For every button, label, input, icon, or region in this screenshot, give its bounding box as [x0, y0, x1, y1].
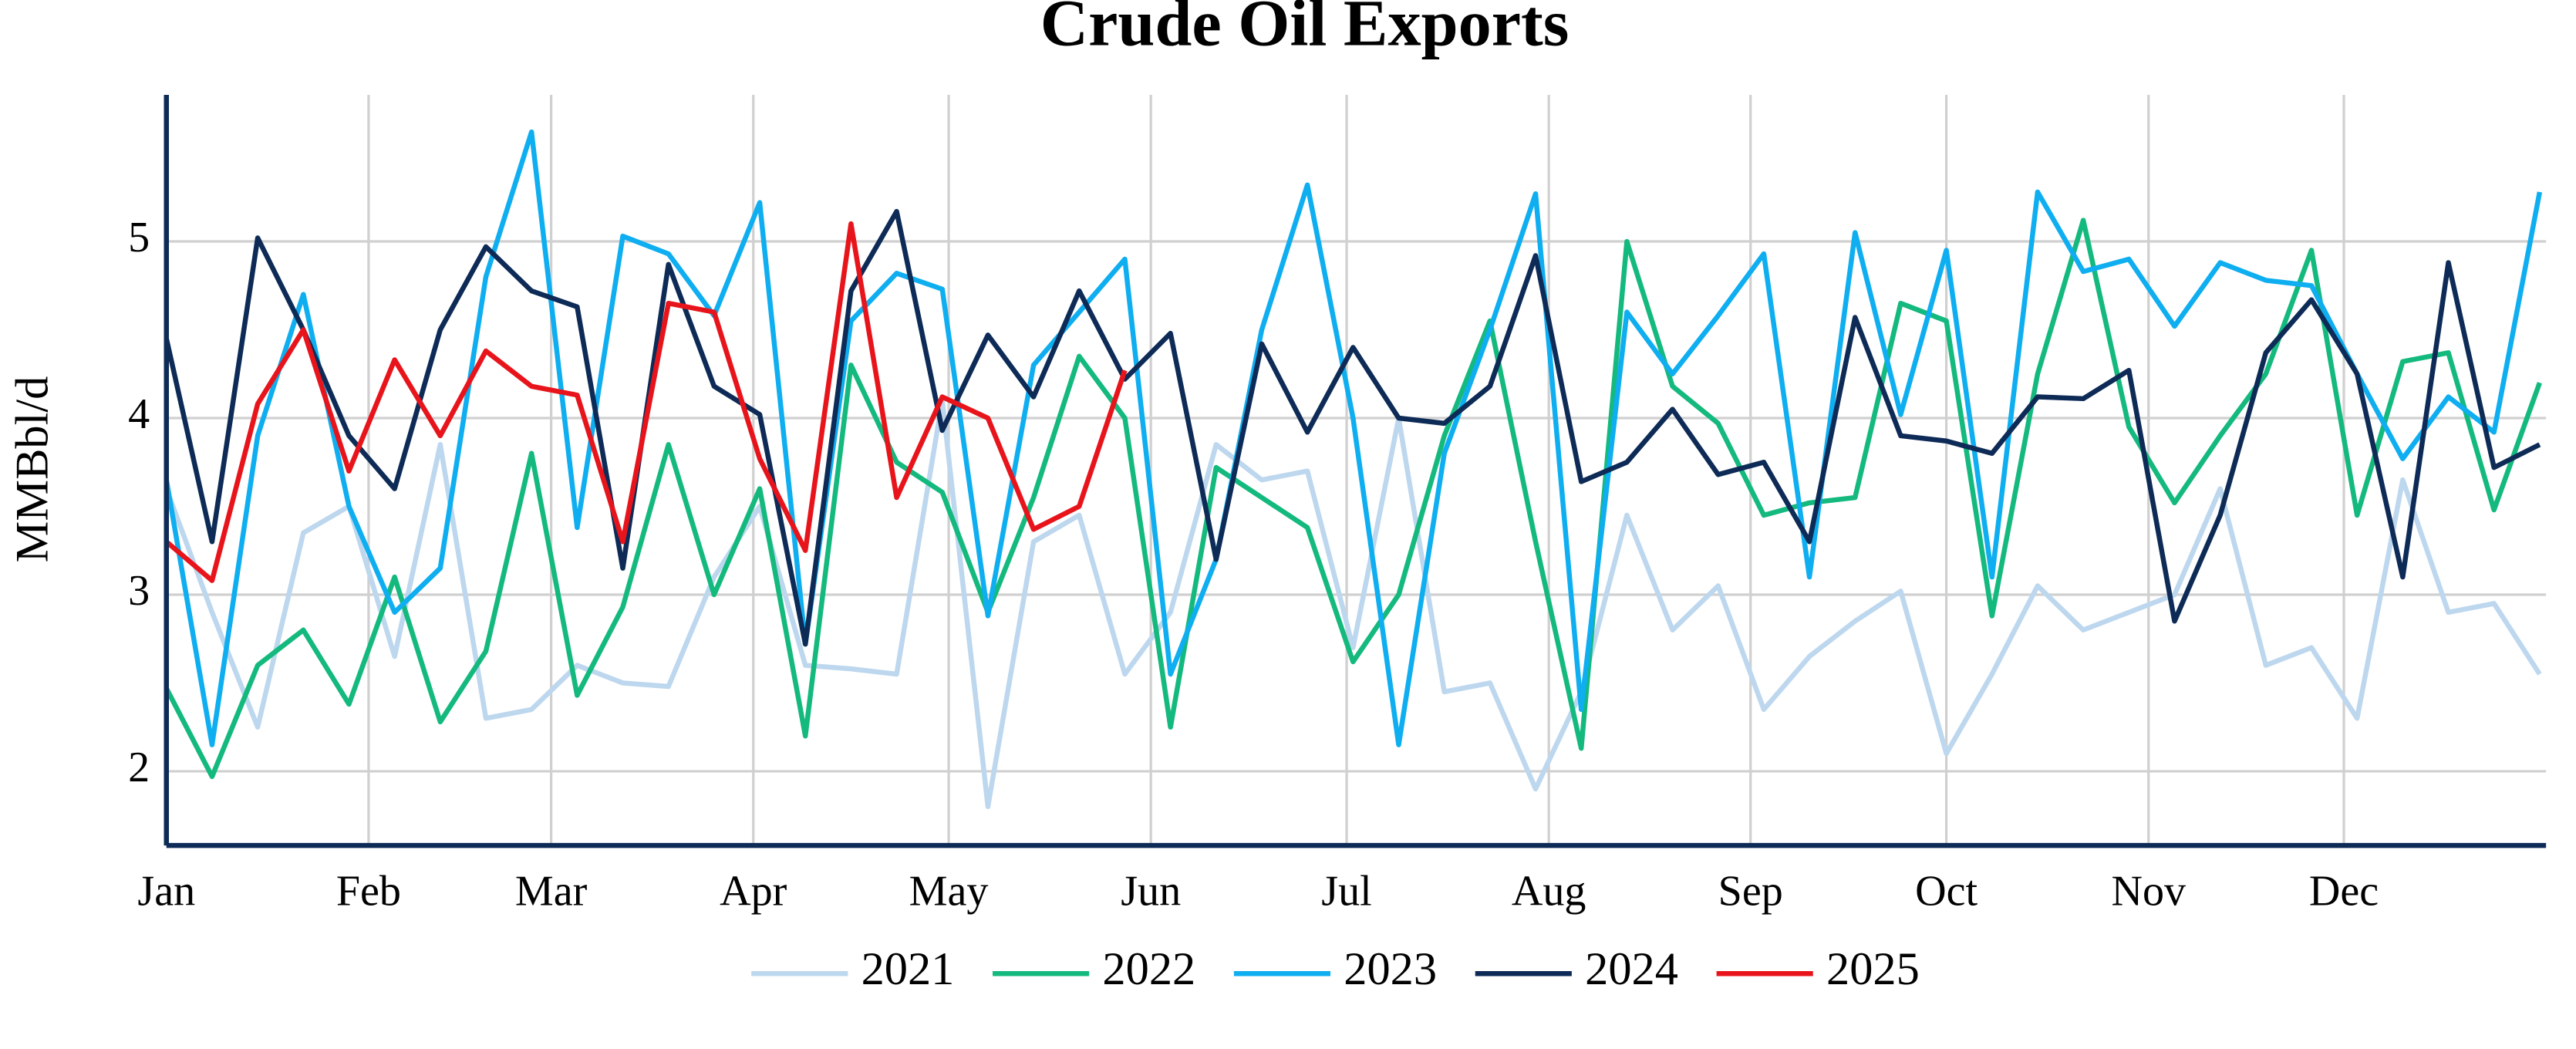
y-tick-label: 2: [128, 744, 150, 791]
x-tick-label: Oct: [1915, 868, 1978, 916]
x-tick-label: Feb: [336, 868, 401, 916]
legend-label: 2022: [1102, 943, 1195, 995]
series-line: [164, 221, 1128, 583]
x-tick-label: Mar: [515, 868, 588, 916]
y-axis-label: MMBbl/d: [6, 376, 58, 563]
x-tick-label: Jan: [137, 868, 195, 916]
x-tick-label: Aug: [1512, 868, 1586, 916]
series-line: [164, 218, 2542, 780]
legend-label: 2025: [1826, 943, 1920, 995]
x-tick-label: Jun: [1121, 868, 1181, 916]
y-tick-label: 4: [128, 390, 150, 438]
series-line: [164, 129, 2543, 747]
x-tick-label: Nov: [2111, 868, 2187, 916]
series-line: [164, 208, 2541, 647]
x-tick-label: Dec: [2309, 868, 2379, 916]
series-line: [164, 397, 2542, 809]
legend-label: 2021: [861, 943, 955, 995]
legend-label: 2024: [1585, 943, 1678, 995]
x-tick-label: May: [909, 868, 989, 916]
legend: 2021 2022 2023 2024 2025: [751, 943, 1920, 995]
legend-label: 2023: [1344, 943, 1437, 995]
chart-title: Crude Oil Exports: [1040, 0, 1570, 60]
x-tick-label: Jul: [1321, 868, 1371, 916]
x-tick-label: Apr: [720, 868, 787, 916]
y-tick-label: 3: [128, 567, 150, 615]
y-tick-label: 5: [128, 214, 150, 261]
x-tick-label: Sep: [1718, 868, 1783, 916]
